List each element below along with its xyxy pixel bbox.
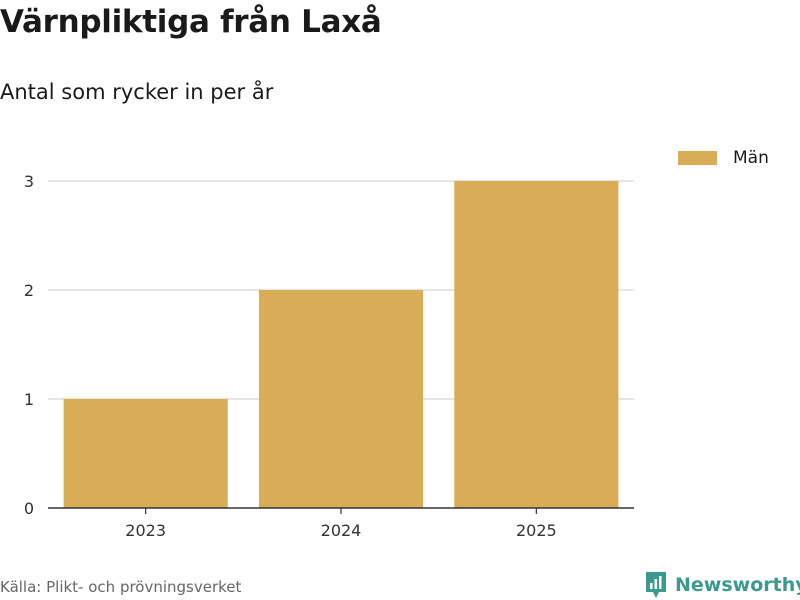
y-tick-label: 0 xyxy=(24,499,34,518)
legend: Män xyxy=(678,148,769,168)
legend-swatch xyxy=(678,151,717,165)
bar xyxy=(454,181,619,508)
source-note: Källa: Plikt- och prövningsverket xyxy=(0,578,242,596)
x-tick-label: 2024 xyxy=(321,521,362,540)
brand-logo: Newsworthy xyxy=(644,570,800,600)
legend-label: Män xyxy=(733,148,769,168)
newsworthy-icon xyxy=(646,572,666,598)
y-tick-label: 2 xyxy=(24,281,34,300)
x-tick-label: 2023 xyxy=(125,521,166,540)
bar xyxy=(258,290,424,508)
y-tick-label: 1 xyxy=(24,390,34,409)
chart-title: Värnpliktiga från Laxå xyxy=(0,4,382,40)
x-tick-label: 2025 xyxy=(516,521,557,540)
chart-subtitle: Antal som rycker in per år xyxy=(0,80,274,104)
brand-name: Newsworthy xyxy=(675,574,800,596)
y-tick-label: 3 xyxy=(24,172,34,191)
bar xyxy=(63,399,228,508)
